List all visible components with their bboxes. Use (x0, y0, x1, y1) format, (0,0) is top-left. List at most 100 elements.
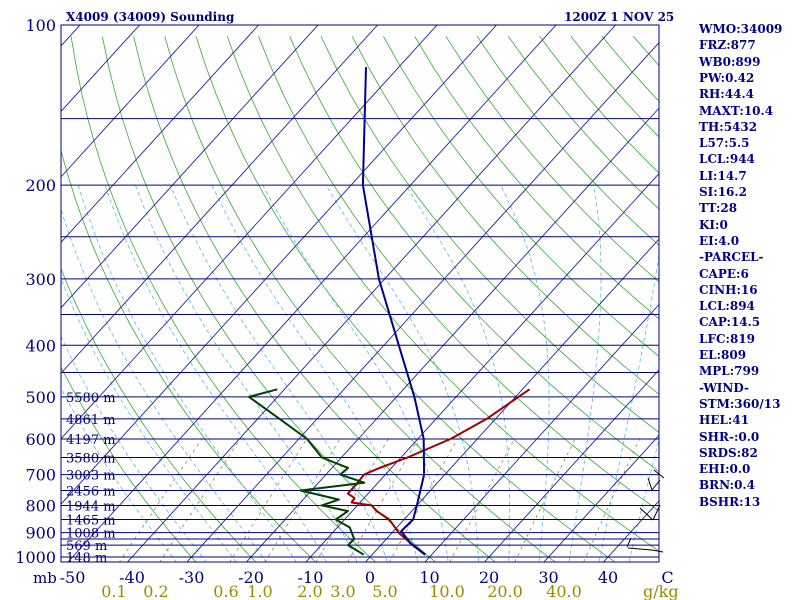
plot-frame (60, 24, 660, 563)
chart-date: 1200Z 1 NOV 25 (564, 10, 674, 24)
dry-adiabat (445, 36, 659, 283)
sounding-index: EHI:0.0 (699, 462, 751, 477)
dry-adiabat (101, 36, 437, 562)
moist-adiabat (211, 184, 419, 562)
moist-adiabat (61, 208, 267, 562)
pressure-tick-label: 600 (25, 430, 56, 449)
moist-adiabat (61, 387, 177, 562)
pressure-unit-label: mb (33, 569, 57, 587)
height-label: 5580 m (66, 391, 116, 406)
sounding-index: MPL:799 (699, 364, 760, 379)
mixing-ratio-label: 2.0 (297, 582, 322, 600)
isotherm (305, 172, 659, 562)
pressure-tick-label: 200 (25, 176, 56, 195)
trace-temperature (346, 388, 531, 556)
sounding-index: SRDS:82 (699, 445, 758, 460)
sounding-index: KI:0 (699, 217, 728, 232)
chart-title: X4009 (34009) Sounding (66, 10, 235, 24)
height-label: 1944 m (66, 499, 116, 514)
trace-dewpoint (248, 388, 366, 556)
trace-parcel (361, 67, 426, 556)
temperature-tick-label: 40 (598, 568, 618, 587)
mixing-ratio-line (118, 438, 203, 562)
isotherm (61, 25, 438, 440)
moist-adiabat (61, 277, 237, 562)
moist-adiabat (568, 185, 602, 562)
moist-adiabat (405, 184, 511, 562)
isotherm (543, 434, 659, 562)
pressure-tick-label: 300 (25, 270, 56, 289)
dry-adiabat (61, 267, 257, 562)
sounding-index: CAPE:6 (699, 266, 749, 281)
sounding-index: WMO:34009 (699, 22, 783, 36)
sounding-index: TT:28 (699, 201, 738, 216)
isotherm (61, 25, 498, 505)
dry-adiabat (133, 36, 496, 562)
isotherm (186, 41, 659, 562)
sounding-index: BSHR:13 (699, 494, 761, 509)
temperature-tick-label: 20 (479, 568, 499, 587)
isotherm (61, 25, 379, 374)
sounding-index: TH:5432 (699, 119, 758, 134)
sounding-index: -WIND- (699, 380, 749, 395)
sounding-index: EL:809 (699, 348, 747, 362)
height-label: 3580 m (66, 451, 116, 466)
sounding-index: WB0:899 (699, 54, 761, 69)
isotherm (61, 25, 319, 309)
sounding-index: MAXT:10.4 (699, 103, 774, 118)
mixing-ratio-line (514, 438, 576, 562)
height-label: 4197 m (66, 433, 116, 448)
sounding-index: BRN:0.4 (699, 478, 755, 493)
dry-adiabat (61, 366, 197, 562)
dry-adiabat (351, 36, 659, 395)
isotherm (61, 25, 200, 178)
wind-barbs (626, 469, 665, 553)
pressure-tick-label: 700 (25, 466, 56, 485)
moist-adiabat (170, 184, 388, 562)
dry-adiabat (70, 36, 377, 562)
dry-adiabat (258, 36, 659, 512)
sounding-index: EI:4.0 (699, 233, 740, 248)
temperature-tick-label: 10 (419, 568, 439, 587)
moist-adiabat (77, 184, 297, 562)
moist-adiabat (500, 184, 550, 562)
mixing-ratio-label: 40.0 (546, 582, 582, 600)
isotherm (61, 25, 260, 244)
mixing-ratio-line (388, 438, 458, 562)
mixing-ratio-label: 0.1 (101, 582, 126, 600)
temperature-tick-label: -50 (60, 568, 86, 587)
sounding-index: CINH:16 (699, 282, 758, 297)
mixing-ratio-label: 0.6 (213, 582, 238, 600)
sounding-index: PW:0.42 (699, 70, 755, 85)
temperature-tick-label: -40 (119, 568, 145, 587)
moist-adiabat (104, 184, 328, 562)
mixing-ratio-line (264, 438, 341, 562)
pressure-tick-label: 100 (25, 16, 56, 35)
dry-adiabat (289, 36, 659, 472)
sounding-index: SI:16.2 (699, 185, 747, 199)
temperature-tick-label: -10 (298, 568, 324, 587)
sounding-traces (248, 67, 531, 556)
mixing-ratio-label: 10.0 (429, 582, 465, 600)
temperature-tick-label: -30 (179, 568, 205, 587)
mixing-ratio-label: 5.0 (372, 582, 397, 600)
pressure-tick-label: 400 (25, 336, 56, 355)
moist-adiabat (134, 184, 358, 562)
dry-adiabat (383, 36, 659, 357)
sounding-index: LI:14.7 (699, 168, 747, 183)
sounding-index: LFC:819 (699, 331, 755, 346)
sounding-index: FRZ:877 (699, 38, 756, 53)
mixing-ratio-label: 0.2 (143, 582, 168, 600)
isotherm (0, 13, 31, 568)
moist-adiabat (61, 335, 207, 562)
pressure-tick-label: 500 (25, 388, 56, 407)
mixing-ratio-line (583, 438, 640, 562)
mixing-ratio-line (347, 438, 419, 562)
sounding-index: RH:44.4 (699, 87, 754, 102)
temperature-tick-label: 30 (538, 568, 558, 587)
moist-adiabat (325, 184, 479, 562)
isotherm (245, 107, 659, 562)
dry-adiabat (320, 36, 659, 433)
